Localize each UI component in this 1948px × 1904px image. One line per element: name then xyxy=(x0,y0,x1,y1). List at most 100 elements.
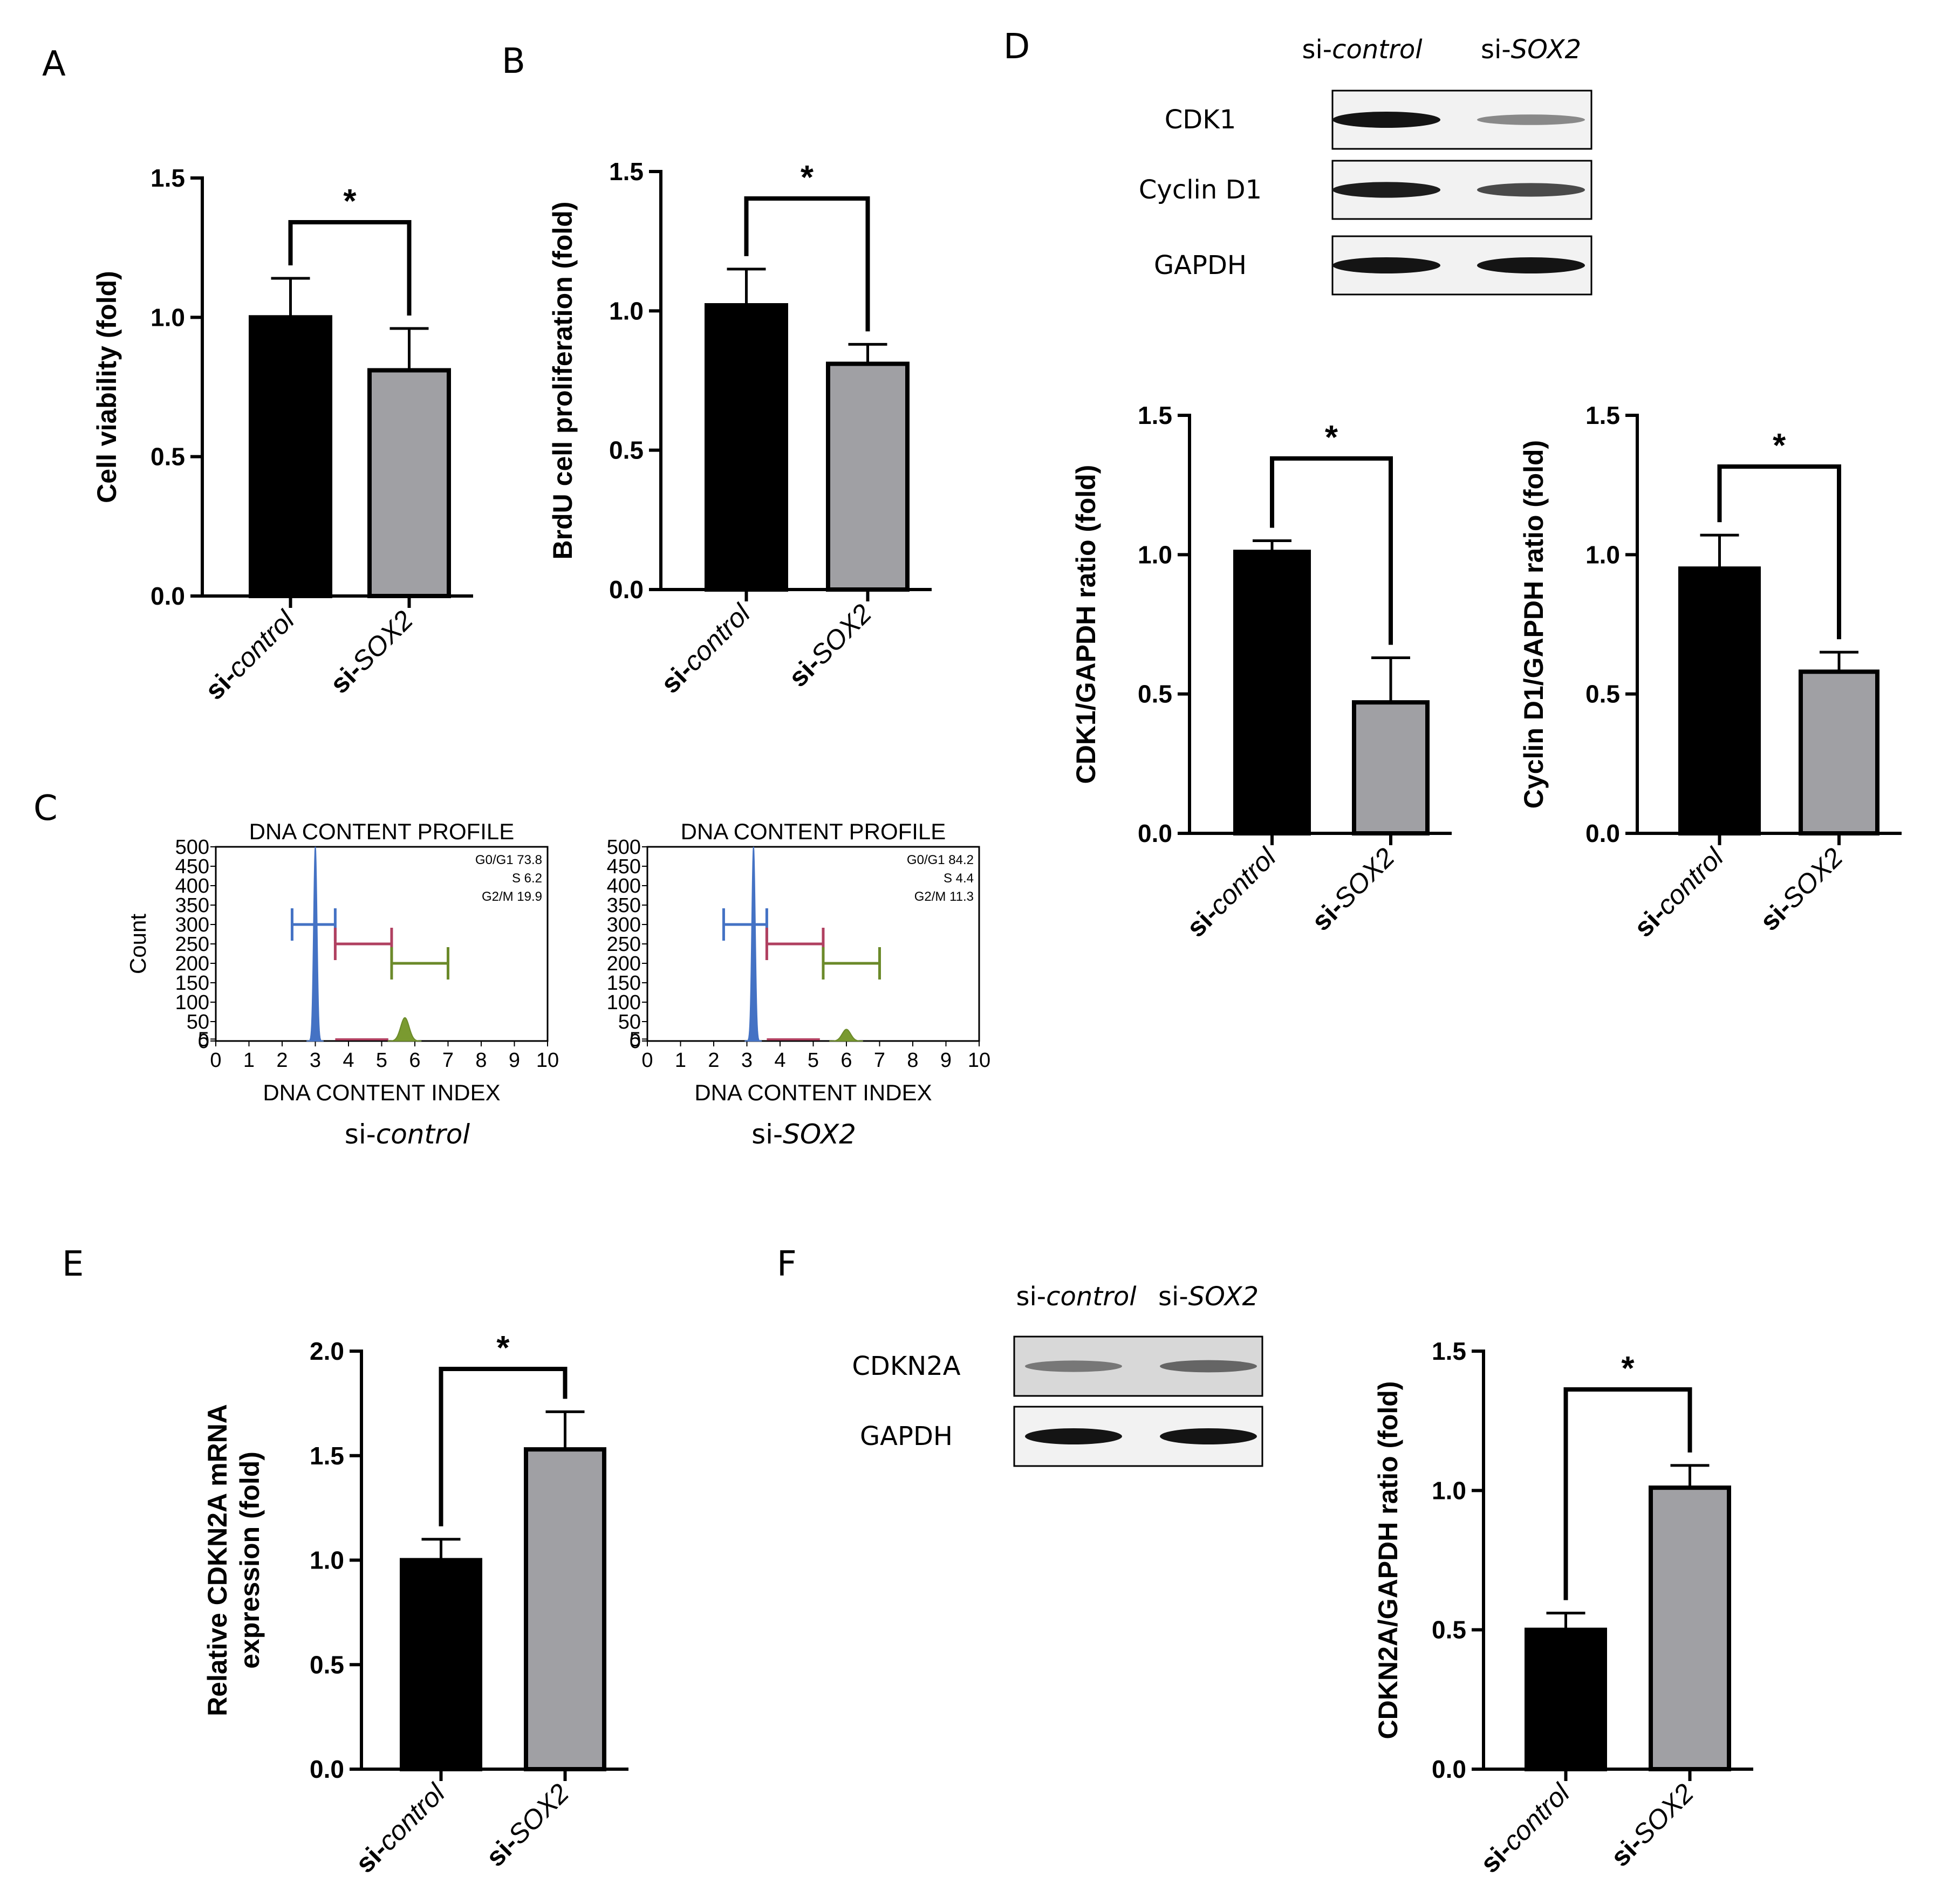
significance-star: * xyxy=(496,1330,510,1367)
significance-star: * xyxy=(1325,419,1338,456)
y-tick-label: 250 xyxy=(607,933,641,956)
x-tick-label: 2 xyxy=(276,1049,288,1072)
panel-letter-d: D xyxy=(1003,27,1030,67)
western-blot-d: si-control si-SOX2 CDK1 Cyclin D1 GAPDH xyxy=(1139,35,1592,296)
g1-peak xyxy=(307,846,324,1042)
x-tick-label: 3 xyxy=(741,1049,753,1072)
y-axis-label: CDKN2A/GAPDH ratio (fold) xyxy=(1373,1381,1403,1739)
histogram-title: DNA CONTENT PROFILE xyxy=(249,819,515,844)
x-tick-label: 4 xyxy=(774,1049,785,1072)
x-tick-label: 7 xyxy=(874,1049,885,1072)
chart-d2: 0.0 0.5 1.0 1.5 Cyclin D1/GAPDH ratio (fold)… xyxy=(1519,401,1902,943)
x-tick-label: 5 xyxy=(808,1049,819,1072)
bar-control xyxy=(400,1558,482,1771)
histogram-title: DNA CONTENT PROFILE xyxy=(681,819,946,844)
bar-control xyxy=(1678,566,1761,835)
y-axis-label: Cell viability (fold) xyxy=(92,271,122,503)
x-tick-label: 9 xyxy=(509,1049,520,1072)
y-tick-label: 0.5 xyxy=(1432,1616,1466,1644)
x-tick-label: 8 xyxy=(907,1049,918,1072)
x-tick-label: 1 xyxy=(675,1049,686,1072)
x-tick-label: 1 xyxy=(243,1049,255,1072)
y-tick-label: 200 xyxy=(607,953,641,975)
y-axis-label: BrdU cell proliferation (fold) xyxy=(548,202,578,560)
chart-d1: 0.0 0.5 1.0 1.5 CDK1/GAPDH ratio (fold) si-co… xyxy=(1071,401,1452,943)
y-tick-label: 500 xyxy=(175,836,209,859)
chart-b: 0.0 0.5 1.0 1.5 BrdU cell proliferation (fol… xyxy=(548,157,932,699)
x-tick-label: si-control xyxy=(1181,841,1282,943)
blot-band xyxy=(1160,1428,1257,1444)
bar-sox2 xyxy=(1352,700,1430,835)
blot-band xyxy=(1477,183,1585,197)
histogram-caption: si-SOX2 xyxy=(751,1119,856,1150)
x-tick-label: 6 xyxy=(840,1049,852,1072)
y-tick-label: 0.0 xyxy=(1585,819,1620,847)
y-tick-label: 1.5 xyxy=(151,164,185,192)
y-axis-label: Count xyxy=(125,914,151,974)
y-tick-label: 0.0 xyxy=(151,582,185,610)
x-tick-label: 5 xyxy=(376,1049,387,1072)
g2m-peak xyxy=(829,1029,863,1042)
y-axis-label: CDK1/GAPDH ratio (fold) xyxy=(1071,465,1101,784)
blot-band xyxy=(1025,1428,1122,1444)
bar-sox2 xyxy=(1649,1485,1731,1772)
x-tick-label: si-control xyxy=(350,1777,451,1879)
x-tick-label: 2 xyxy=(708,1049,719,1072)
y-tick-label: 1.5 xyxy=(1432,1337,1466,1365)
blot-band xyxy=(1332,112,1440,128)
y-tick-label: 450 xyxy=(607,855,641,878)
x-tick-label: si-control xyxy=(1474,1777,1576,1879)
bar-control xyxy=(705,303,788,592)
blot-row-label: Cyclin D1 xyxy=(1139,175,1262,205)
phase-stat: G2/M 11.3 xyxy=(914,889,974,904)
bar-sox2 xyxy=(1799,669,1879,836)
x-tick-label: 4 xyxy=(343,1049,354,1072)
bar-control xyxy=(1525,1627,1607,1772)
x-tick-label: si-SOX2 xyxy=(1306,842,1400,936)
panel-letter-c: C xyxy=(33,789,58,828)
x-axis-label: DNA CONTENT INDEX xyxy=(694,1080,932,1105)
y-tick-label: 0 xyxy=(630,1030,641,1053)
phase-stat: G0/G1 84.2 xyxy=(907,853,974,867)
bar-sox2 xyxy=(826,361,910,592)
blot-band xyxy=(1160,1360,1257,1373)
x-tick-label: si-control xyxy=(199,604,300,706)
y-tick-label: 50 xyxy=(187,1011,209,1033)
y-tick-label: 0.5 xyxy=(151,443,185,471)
blot-row-label: GAPDH xyxy=(1154,250,1247,280)
x-tick-label: 3 xyxy=(310,1049,321,1072)
significance-bracket xyxy=(439,1367,568,1526)
x-tick-label: si-SOX2 xyxy=(1754,842,1849,936)
y-tick-label: 500 xyxy=(607,836,641,859)
y-tick-label: 0.0 xyxy=(310,1755,344,1783)
y-tick-label: 300 xyxy=(175,914,209,936)
y-tick-label: 0.0 xyxy=(1432,1755,1466,1783)
panel-letter-f: F xyxy=(777,1244,797,1284)
blot-row-label: CDK1 xyxy=(1165,105,1236,135)
g2m-peak xyxy=(387,1017,422,1042)
y-tick-label: 5 xyxy=(630,1028,641,1051)
y-tick-label: 50 xyxy=(618,1011,641,1033)
significance-star: * xyxy=(1621,1350,1635,1387)
y-tick-label: 1.0 xyxy=(1138,540,1172,569)
y-tick-label: 350 xyxy=(607,894,641,917)
blot-row-label: GAPDH xyxy=(860,1421,953,1451)
y-tick-label: 200 xyxy=(175,953,209,975)
x-tick-label: 9 xyxy=(940,1049,952,1072)
y-axis-label: expression (fold) xyxy=(235,1451,265,1669)
y-tick-label: 1.0 xyxy=(310,1546,344,1574)
x-axis-label: DNA CONTENT INDEX xyxy=(263,1080,500,1105)
significance-star: * xyxy=(801,159,814,196)
significance-star: * xyxy=(343,183,357,220)
significance-bracket xyxy=(1270,456,1393,645)
flow-histograms-group: DNA CONTENT PROFILE055010015020025030035… xyxy=(125,819,990,1150)
western-blot-f: si-control si-SOX2 CDKN2A GAPDH xyxy=(852,1282,1263,1467)
y-axis-label: Cyclin D1/GAPDH ratio (fold) xyxy=(1519,440,1549,809)
x-tick-label: si-SOX2 xyxy=(480,1778,575,1872)
blot-band xyxy=(1477,114,1585,125)
y-tick-label: 400 xyxy=(175,875,209,898)
x-tick-label: 8 xyxy=(475,1049,487,1072)
bar-control xyxy=(1233,550,1311,835)
x-tick-label: 0 xyxy=(641,1049,653,1072)
phase-stat: S 4.4 xyxy=(944,871,974,886)
